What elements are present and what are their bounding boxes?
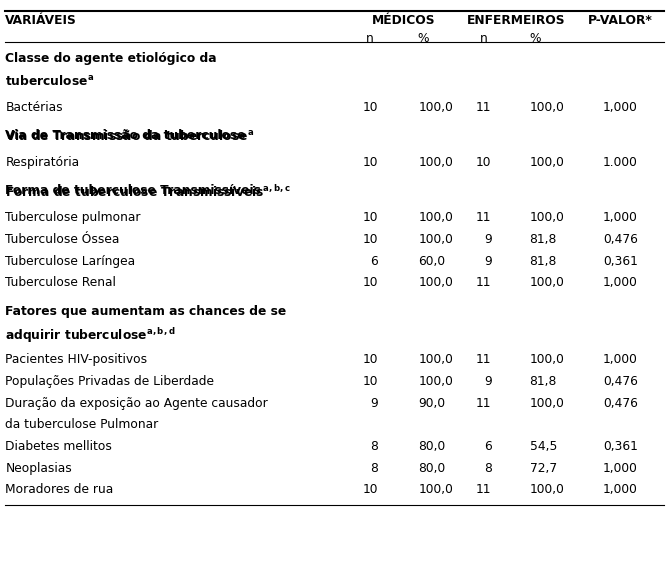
Text: Populações Privadas de Liberdade: Populações Privadas de Liberdade: [5, 375, 214, 388]
Text: 100,0: 100,0: [530, 353, 564, 367]
Text: 10: 10: [363, 233, 378, 246]
Text: 11: 11: [476, 101, 492, 114]
Text: Tuberculose Renal: Tuberculose Renal: [5, 276, 116, 290]
Text: VARIÁVEIS: VARIÁVEIS: [5, 14, 77, 27]
Text: 10: 10: [363, 101, 378, 114]
Text: 10: 10: [363, 276, 378, 290]
Text: 10: 10: [363, 375, 378, 388]
Text: Diabetes mellitos: Diabetes mellitos: [5, 440, 112, 453]
Text: Tuberculose pulmonar: Tuberculose pulmonar: [5, 211, 141, 225]
Text: 10: 10: [363, 353, 378, 367]
Text: ENFERMEIROS: ENFERMEIROS: [467, 14, 565, 27]
Text: 9: 9: [370, 397, 378, 410]
Text: 60,0: 60,0: [418, 255, 446, 268]
Text: 80,0: 80,0: [418, 440, 446, 453]
Text: Tuberculose Óssea: Tuberculose Óssea: [5, 233, 119, 246]
Text: adquirir tuberculose$^{\mathbf{a,b,d}}$: adquirir tuberculose$^{\mathbf{a,b,d}}$: [5, 326, 176, 345]
Text: 11: 11: [476, 483, 492, 496]
Text: 100,0: 100,0: [418, 375, 453, 388]
Text: 8: 8: [370, 440, 378, 453]
Text: Fatores que aumentam as chances de se: Fatores que aumentam as chances de se: [5, 304, 287, 317]
Text: Tuberculose Laríngea: Tuberculose Laríngea: [5, 255, 135, 268]
Text: 100,0: 100,0: [418, 233, 453, 246]
Text: Moradores de rua: Moradores de rua: [5, 483, 113, 496]
Text: 90,0: 90,0: [418, 397, 446, 410]
Text: Duração da exposição ao Agente causador: Duração da exposição ao Agente causador: [5, 397, 268, 410]
Text: Neoplasias: Neoplasias: [5, 462, 72, 475]
Text: 10: 10: [476, 156, 492, 169]
Text: P-VALOR*: P-VALOR*: [588, 14, 653, 27]
Text: Forma de tuberculose Transmissíveis: Forma de tuberculose Transmissíveis: [5, 184, 261, 197]
Text: 100,0: 100,0: [418, 211, 453, 225]
Text: 72,7: 72,7: [530, 462, 557, 475]
Text: 10: 10: [363, 483, 378, 496]
Text: 0,476: 0,476: [603, 233, 638, 246]
Text: 81,8: 81,8: [530, 233, 557, 246]
Text: 1.000: 1.000: [603, 156, 638, 169]
Text: 9: 9: [484, 375, 492, 388]
Text: da tuberculose Pulmonar: da tuberculose Pulmonar: [5, 418, 159, 431]
Text: 80,0: 80,0: [418, 462, 446, 475]
Text: 100,0: 100,0: [530, 211, 564, 225]
Text: Forma de tuberculose Transmissíveis$^{\mathbf{a,b,c}}$: Forma de tuberculose Transmissíveis$^{\m…: [5, 184, 291, 200]
Text: 0,361: 0,361: [603, 255, 638, 268]
Text: 1,000: 1,000: [603, 483, 638, 496]
Text: Pacientes HIV-positivos: Pacientes HIV-positivos: [5, 353, 147, 367]
Text: 100,0: 100,0: [418, 276, 453, 290]
Text: 100,0: 100,0: [530, 483, 564, 496]
Text: 1,000: 1,000: [603, 101, 638, 114]
Text: 0,361: 0,361: [603, 440, 638, 453]
Text: 8: 8: [484, 462, 492, 475]
Text: 10: 10: [363, 156, 378, 169]
Text: n: n: [480, 32, 488, 45]
Text: 81,8: 81,8: [530, 255, 557, 268]
Text: 100,0: 100,0: [418, 101, 453, 114]
Text: 0,476: 0,476: [603, 375, 638, 388]
Text: 6: 6: [370, 255, 378, 268]
Text: n: n: [366, 32, 374, 45]
Text: 1,000: 1,000: [603, 276, 638, 290]
Text: 100,0: 100,0: [418, 483, 453, 496]
Text: %: %: [529, 32, 541, 45]
Text: 11: 11: [476, 353, 492, 367]
Text: 1,000: 1,000: [603, 211, 638, 225]
Text: 100,0: 100,0: [530, 397, 564, 410]
Text: Bactérias: Bactérias: [5, 101, 63, 114]
Text: 100,0: 100,0: [418, 156, 453, 169]
Text: 11: 11: [476, 211, 492, 225]
Text: 11: 11: [476, 276, 492, 290]
Text: 100,0: 100,0: [418, 353, 453, 367]
Text: 1,000: 1,000: [603, 462, 638, 475]
Text: Respiratória: Respiratória: [5, 156, 79, 169]
Text: Via de Transmissão da tuberculose: Via de Transmissão da tuberculose: [5, 129, 246, 142]
Text: 11: 11: [476, 397, 492, 410]
Text: 9: 9: [484, 233, 492, 246]
Text: 100,0: 100,0: [530, 101, 564, 114]
Text: %: %: [418, 32, 430, 45]
Text: 6: 6: [484, 440, 492, 453]
Text: 9: 9: [484, 255, 492, 268]
Text: MÉDICOS: MÉDICOS: [372, 14, 436, 27]
Text: 54,5: 54,5: [530, 440, 557, 453]
Text: 100,0: 100,0: [530, 156, 564, 169]
Text: 0,476: 0,476: [603, 397, 638, 410]
Text: 81,8: 81,8: [530, 375, 557, 388]
Text: Classe do agente etiológico da: Classe do agente etiológico da: [5, 52, 217, 65]
Text: 8: 8: [370, 462, 378, 475]
Text: Via de Transmissão da tuberculose$^{\mathbf{a}}$: Via de Transmissão da tuberculose$^{\mat…: [5, 129, 254, 143]
Text: 10: 10: [363, 211, 378, 225]
Text: tuberculose$^{\mathbf{a}}$: tuberculose$^{\mathbf{a}}$: [5, 74, 95, 88]
Text: 1,000: 1,000: [603, 353, 638, 367]
Text: 100,0: 100,0: [530, 276, 564, 290]
